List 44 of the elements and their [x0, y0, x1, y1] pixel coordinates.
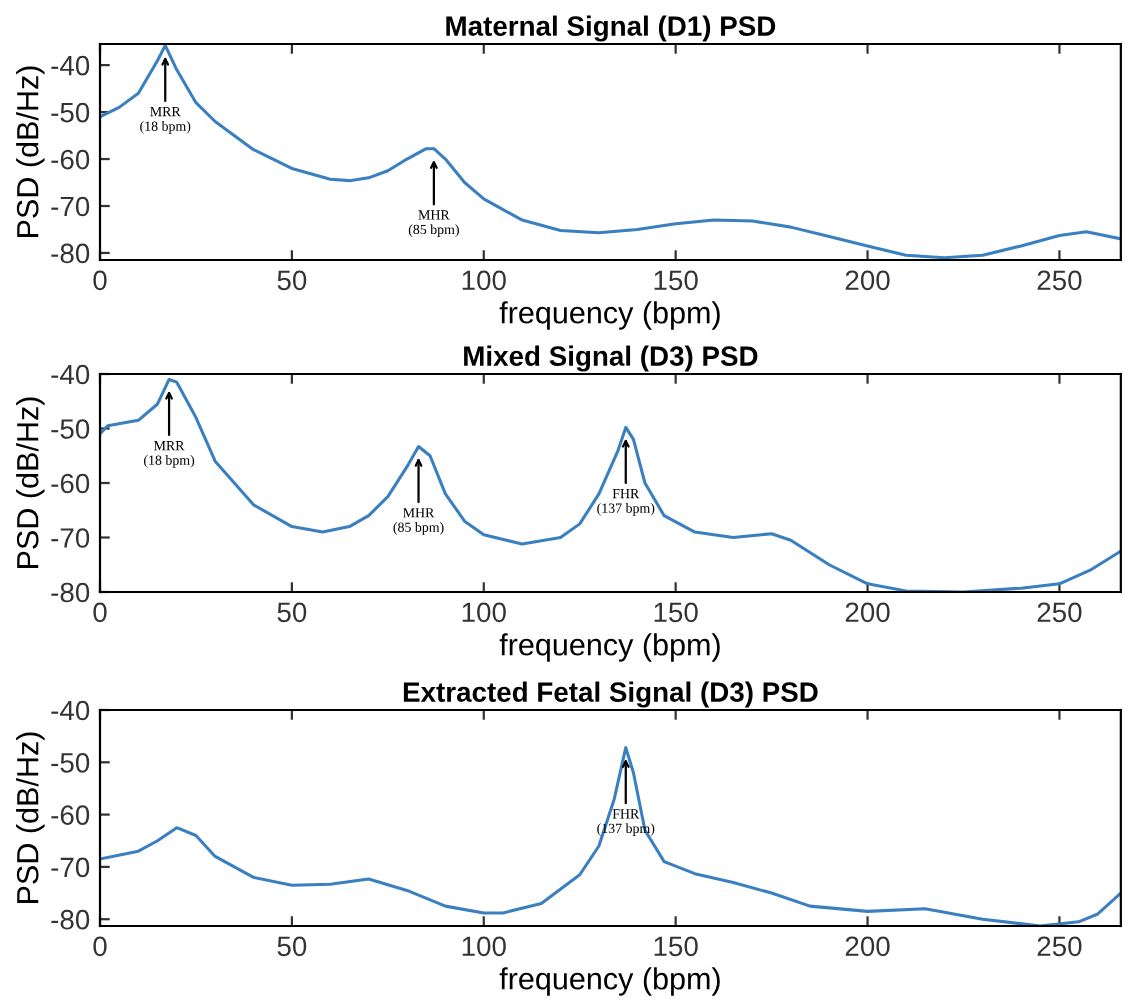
y-tick-label: -70 [51, 196, 90, 217]
x-tick-label: 100 [462, 602, 506, 623]
y-tick-label: -70 [51, 528, 90, 548]
x-tick-label: 0 [93, 602, 107, 623]
y-tick-label: -60 [51, 473, 90, 494]
y-tick-label: -40 [51, 364, 90, 385]
y-tick-label: -40 [51, 700, 90, 721]
x-tick-label: 50 [277, 602, 307, 623]
x-tick-label: 50 [277, 270, 307, 291]
y-tick-label: -60 [51, 149, 90, 170]
x-tick-label: 200 [845, 936, 890, 957]
line-series [100, 377, 1121, 592]
y-tick-label: -50 [51, 102, 90, 123]
x-axis-title: frequency (bpm) [499, 301, 720, 330]
x-tick-label: 150 [654, 270, 698, 291]
y-tick-label: -50 [51, 419, 90, 439]
x-tick-label: 50 [277, 936, 307, 957]
y-axis-title: PSD (dB/Hz) [16, 66, 45, 237]
y-tick-label: -40 [51, 55, 90, 76]
chart-title: Extracted Fetal Signal (D3) PSD [403, 681, 818, 708]
x-tick-label: 0 [93, 270, 107, 291]
x-tick-label: 200 [845, 270, 890, 291]
line-series [100, 44, 1121, 260]
y-tick-label: -80 [51, 243, 90, 264]
x-tick-label: 150 [654, 602, 698, 623]
x-tick-label: 250 [1037, 936, 1082, 957]
y-tick-label: -50 [51, 752, 90, 773]
chart-title: Maternal Signal (D1) PSD [446, 15, 776, 42]
y-tick-label: -80 [51, 582, 90, 603]
x-tick-label: 200 [845, 602, 890, 623]
y-tick-label: -70 [51, 857, 90, 878]
x-tick-label: 250 [1037, 270, 1082, 291]
x-axis-title: frequency (bpm) [499, 633, 720, 662]
x-tick-label: 250 [1037, 602, 1082, 623]
x-tick-label: 150 [654, 936, 698, 957]
y-axis-title: PSD (dB/Hz) [16, 397, 45, 568]
x-tick-label: 100 [462, 936, 506, 957]
y-tick-label: -80 [51, 909, 90, 930]
x-axis-title: frequency (bpm) [499, 967, 720, 996]
y-tick-label: -60 [51, 805, 90, 825]
x-tick-label: 100 [462, 270, 506, 291]
x-tick-label: 0 [93, 936, 107, 957]
y-axis-title: PSD (dB/Hz) [16, 732, 45, 903]
chart-title: Mixed Signal (D3) PSD [464, 345, 758, 372]
